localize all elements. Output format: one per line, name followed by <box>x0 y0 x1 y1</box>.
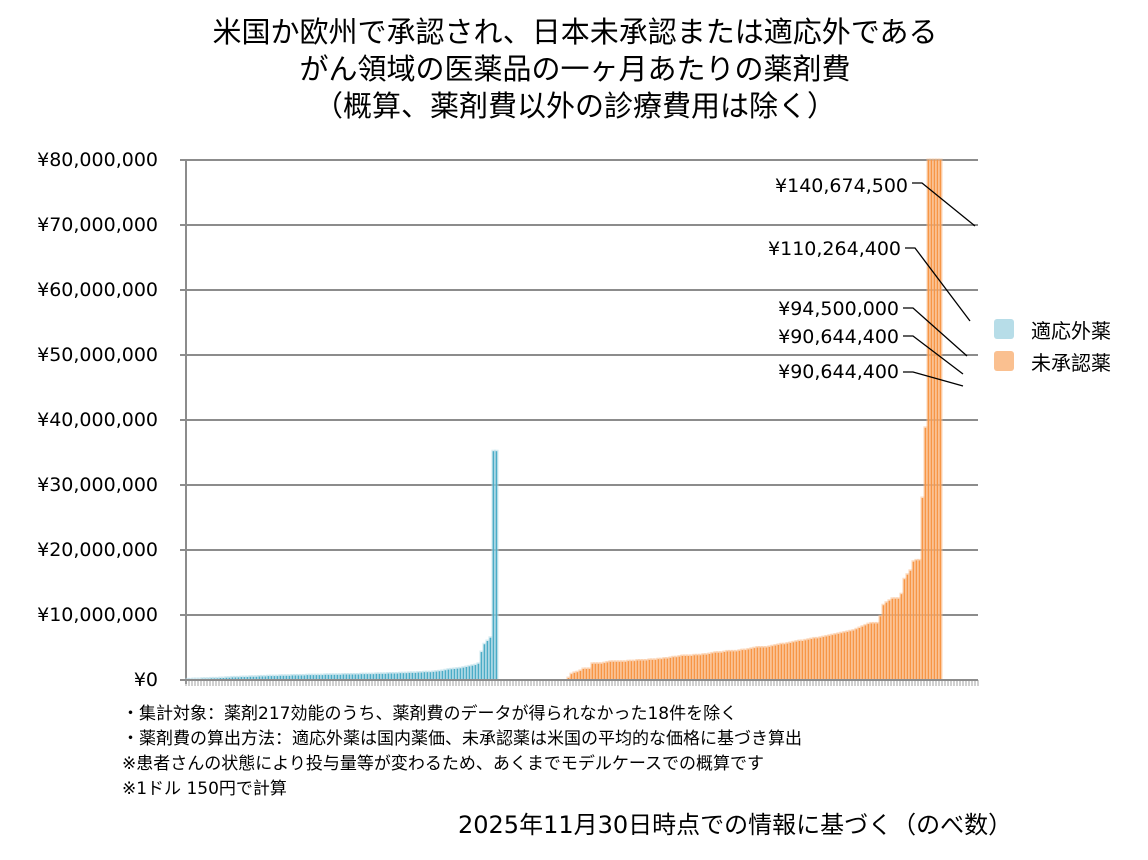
y-tick-label: ¥80,000,000 <box>37 149 158 171</box>
value-annotation: ¥140,674,500 <box>775 175 908 197</box>
title-line-1: 米国か欧州で承認され、日本未承認または適応外である <box>212 15 938 49</box>
note-disclaimer: ※患者さんの状態により投与量等が変わるため、あくまでモデルケースでの概算です <box>122 754 765 774</box>
legend-label-offlabel: 適応外薬 <box>1031 318 1111 343</box>
value-annotation: ¥90,644,400 <box>778 326 899 348</box>
chart-title: 米国か欧州で承認され、日本未承認または適応外である がん領域の医薬品の一ヶ月あた… <box>160 14 990 125</box>
y-tick-label: ¥70,000,000 <box>37 214 158 236</box>
note-scope: ・集計対象：薬剤217効能のうち、薬剤費のデータが得られなかった18件を除く <box>122 704 738 724</box>
y-tick-label: ¥0 <box>133 669 158 691</box>
legend-swatch-offlabel <box>994 319 1014 339</box>
note-method: ・薬剤費の算出方法：適応外薬は国内薬価、未承認薬は米国の平均的な価格に基づき算出 <box>122 729 802 749</box>
bar-series-1 <box>566 158 943 680</box>
y-tick-label: ¥50,000,000 <box>37 344 158 366</box>
y-tick-label: ¥10,000,000 <box>37 604 158 626</box>
legend-item-unapproved: 未承認薬 <box>994 345 1111 377</box>
legend-swatch-unapproved <box>994 351 1014 371</box>
value-annotation: ¥110,264,400 <box>768 238 901 260</box>
title-line-2: がん領域の医薬品の一ヶ月あたりの薬剤費 <box>299 52 851 86</box>
legend: 適応外薬 未承認薬 <box>994 313 1111 377</box>
note-exchange-rate: ※1ドル 150円で計算 <box>122 779 287 799</box>
value-annotation: ¥90,644,400 <box>778 361 899 383</box>
footnotes: ・集計対象：薬剤217効能のうち、薬剤費のデータが得られなかった18件を除く ・… <box>122 702 802 802</box>
bar-series-0 <box>185 449 499 680</box>
y-tick-label: ¥20,000,000 <box>37 539 158 561</box>
as-of-date: 2025年11月30日時点での情報に基づく（のべ数） <box>458 811 1013 839</box>
title-line-3: （概算、薬剤費以外の診療費用は除く） <box>313 89 836 123</box>
y-tick-label: ¥60,000,000 <box>37 279 158 301</box>
y-tick-label: ¥40,000,000 <box>37 409 158 431</box>
y-tick-label: ¥30,000,000 <box>37 474 158 496</box>
legend-label-unapproved: 未承認薬 <box>1031 350 1111 375</box>
legend-item-offlabel: 適応外薬 <box>994 313 1111 345</box>
value-annotation: ¥94,500,000 <box>778 298 899 320</box>
